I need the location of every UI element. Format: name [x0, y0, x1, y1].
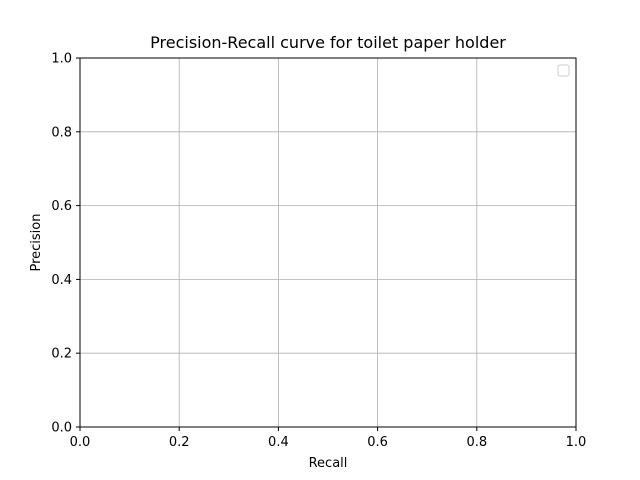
y-tick-label: 0.6 — [51, 199, 72, 214]
x-axis-label: Recall — [309, 456, 348, 471]
y-axis-label: Precision — [29, 213, 44, 271]
y-tick-label: 0.2 — [51, 347, 72, 362]
x-tick-label: 1.0 — [566, 435, 587, 450]
x-tick-label: 0.0 — [70, 435, 91, 450]
chart-title: Precision-Recall curve for toilet paper … — [150, 33, 506, 52]
y-tick-label: 0.8 — [51, 125, 72, 140]
y-tick-label: 1.0 — [51, 52, 72, 67]
x-axis: 0.0 0.2 0.4 0.6 0.8 1.0 — [70, 427, 587, 450]
x-tick-label: 0.2 — [169, 435, 190, 450]
y-axis: 0.0 0.2 0.4 0.6 0.8 1.0 — [51, 52, 80, 436]
legend-box — [557, 64, 570, 77]
y-tick-label: 0.4 — [51, 273, 72, 288]
x-tick-label: 0.4 — [268, 435, 289, 450]
x-tick-label: 0.8 — [466, 435, 487, 450]
y-tick-label: 0.0 — [51, 421, 72, 436]
x-tick-label: 0.6 — [367, 435, 388, 450]
plot-frame — [79, 57, 577, 428]
